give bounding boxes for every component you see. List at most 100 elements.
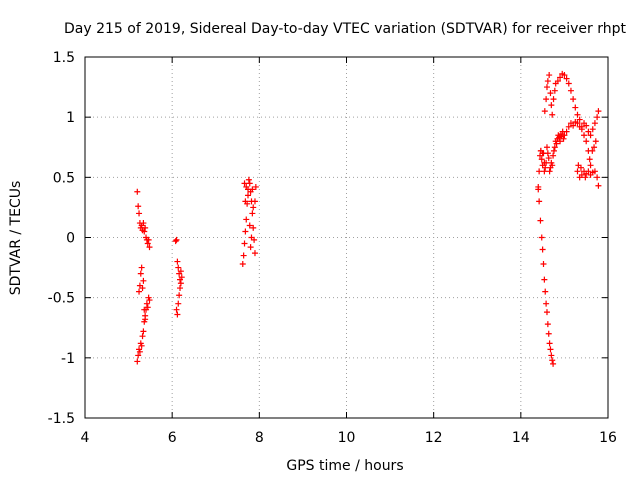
x-tick-label: 14	[512, 430, 530, 446]
data-point	[536, 198, 543, 205]
data-point	[554, 78, 561, 85]
data-point	[574, 168, 581, 175]
data-point	[541, 108, 548, 115]
data-point	[177, 280, 184, 287]
data-point	[595, 108, 602, 115]
data-point	[139, 285, 146, 292]
data-point	[543, 309, 550, 316]
y-tick-label: 1	[66, 110, 75, 126]
data-point	[560, 135, 567, 142]
data-point	[551, 144, 558, 151]
data-point	[546, 340, 553, 347]
data-point	[145, 236, 152, 243]
data-point	[136, 348, 143, 355]
x-tick-label: 8	[255, 430, 264, 446]
data-point	[251, 198, 258, 205]
data-point	[581, 132, 588, 139]
data-point	[542, 164, 549, 171]
data-point	[583, 122, 590, 129]
data-point	[547, 346, 554, 353]
data-point	[241, 240, 248, 247]
data-point	[245, 176, 252, 183]
y-axis-label: SDTVAR / TECUs	[8, 181, 24, 296]
data-point	[544, 150, 551, 157]
data-point	[557, 138, 564, 145]
y-tick-label: -1.5	[48, 411, 75, 427]
data-point	[545, 330, 552, 337]
data-point	[587, 132, 594, 139]
data-point	[249, 186, 256, 193]
data-point	[570, 122, 577, 129]
data-point	[594, 114, 601, 121]
data-point	[538, 234, 545, 241]
x-tick-label: 4	[81, 430, 90, 446]
x-tick-label: 16	[599, 430, 617, 446]
data-point	[144, 304, 151, 311]
data-point	[177, 268, 184, 275]
data-point	[137, 270, 144, 277]
data-point	[536, 168, 543, 175]
data-point	[174, 311, 181, 318]
data-point	[175, 300, 182, 307]
data-point	[146, 244, 153, 251]
data-point	[557, 74, 564, 81]
data-point	[247, 244, 254, 251]
data-point	[136, 210, 143, 217]
data-point	[539, 246, 546, 253]
y-tick-label: 0	[66, 231, 75, 247]
data-point	[548, 102, 555, 109]
data-point	[586, 156, 593, 163]
data-point	[578, 171, 585, 178]
data-point	[138, 264, 145, 271]
data-point	[248, 234, 255, 241]
data-point	[547, 90, 554, 97]
data-point	[239, 260, 246, 267]
data-point	[136, 288, 143, 295]
data-point	[243, 183, 250, 190]
data-point	[543, 84, 550, 91]
data-point	[245, 192, 252, 199]
data-point	[242, 228, 249, 235]
data-point	[591, 168, 598, 175]
data-point	[543, 300, 550, 307]
data-point	[135, 352, 142, 359]
data-point	[563, 75, 570, 82]
grid	[85, 57, 608, 418]
data-point	[572, 104, 579, 111]
data-point	[251, 250, 258, 257]
data-point	[585, 128, 592, 135]
chart-title: Day 215 of 2019, Sidereal Day-to-day VTE…	[64, 21, 626, 37]
data-point	[565, 80, 572, 87]
x-tick-label: 12	[425, 430, 443, 446]
data-point	[141, 228, 148, 235]
data-point	[570, 96, 577, 103]
data-point	[176, 292, 183, 299]
data-point	[544, 321, 551, 328]
data-point	[173, 236, 180, 243]
y-tick-label: 1.5	[53, 50, 75, 66]
data-point	[141, 306, 148, 313]
data-point	[549, 162, 556, 169]
data-point	[550, 152, 557, 159]
data-point	[140, 328, 147, 335]
data-point	[589, 126, 596, 133]
data-point	[144, 240, 151, 247]
data-point	[240, 252, 247, 259]
data-point	[140, 220, 147, 227]
data-point	[175, 264, 182, 271]
data-point	[551, 87, 558, 94]
y-tick-label: -0.5	[48, 291, 75, 307]
data-point	[549, 111, 556, 118]
data-point	[539, 150, 546, 157]
y-ticks: 1.5 1 0.5 0 -0.5 -1 -1.5	[48, 50, 608, 427]
data-point	[546, 72, 553, 79]
data-point	[550, 360, 557, 367]
data-point	[594, 174, 601, 181]
data-point	[543, 144, 550, 151]
data-point	[545, 155, 552, 162]
data-point	[576, 116, 583, 123]
data-point	[535, 183, 542, 190]
data-point	[142, 224, 149, 231]
data-point	[556, 134, 563, 141]
data-point	[587, 162, 594, 169]
